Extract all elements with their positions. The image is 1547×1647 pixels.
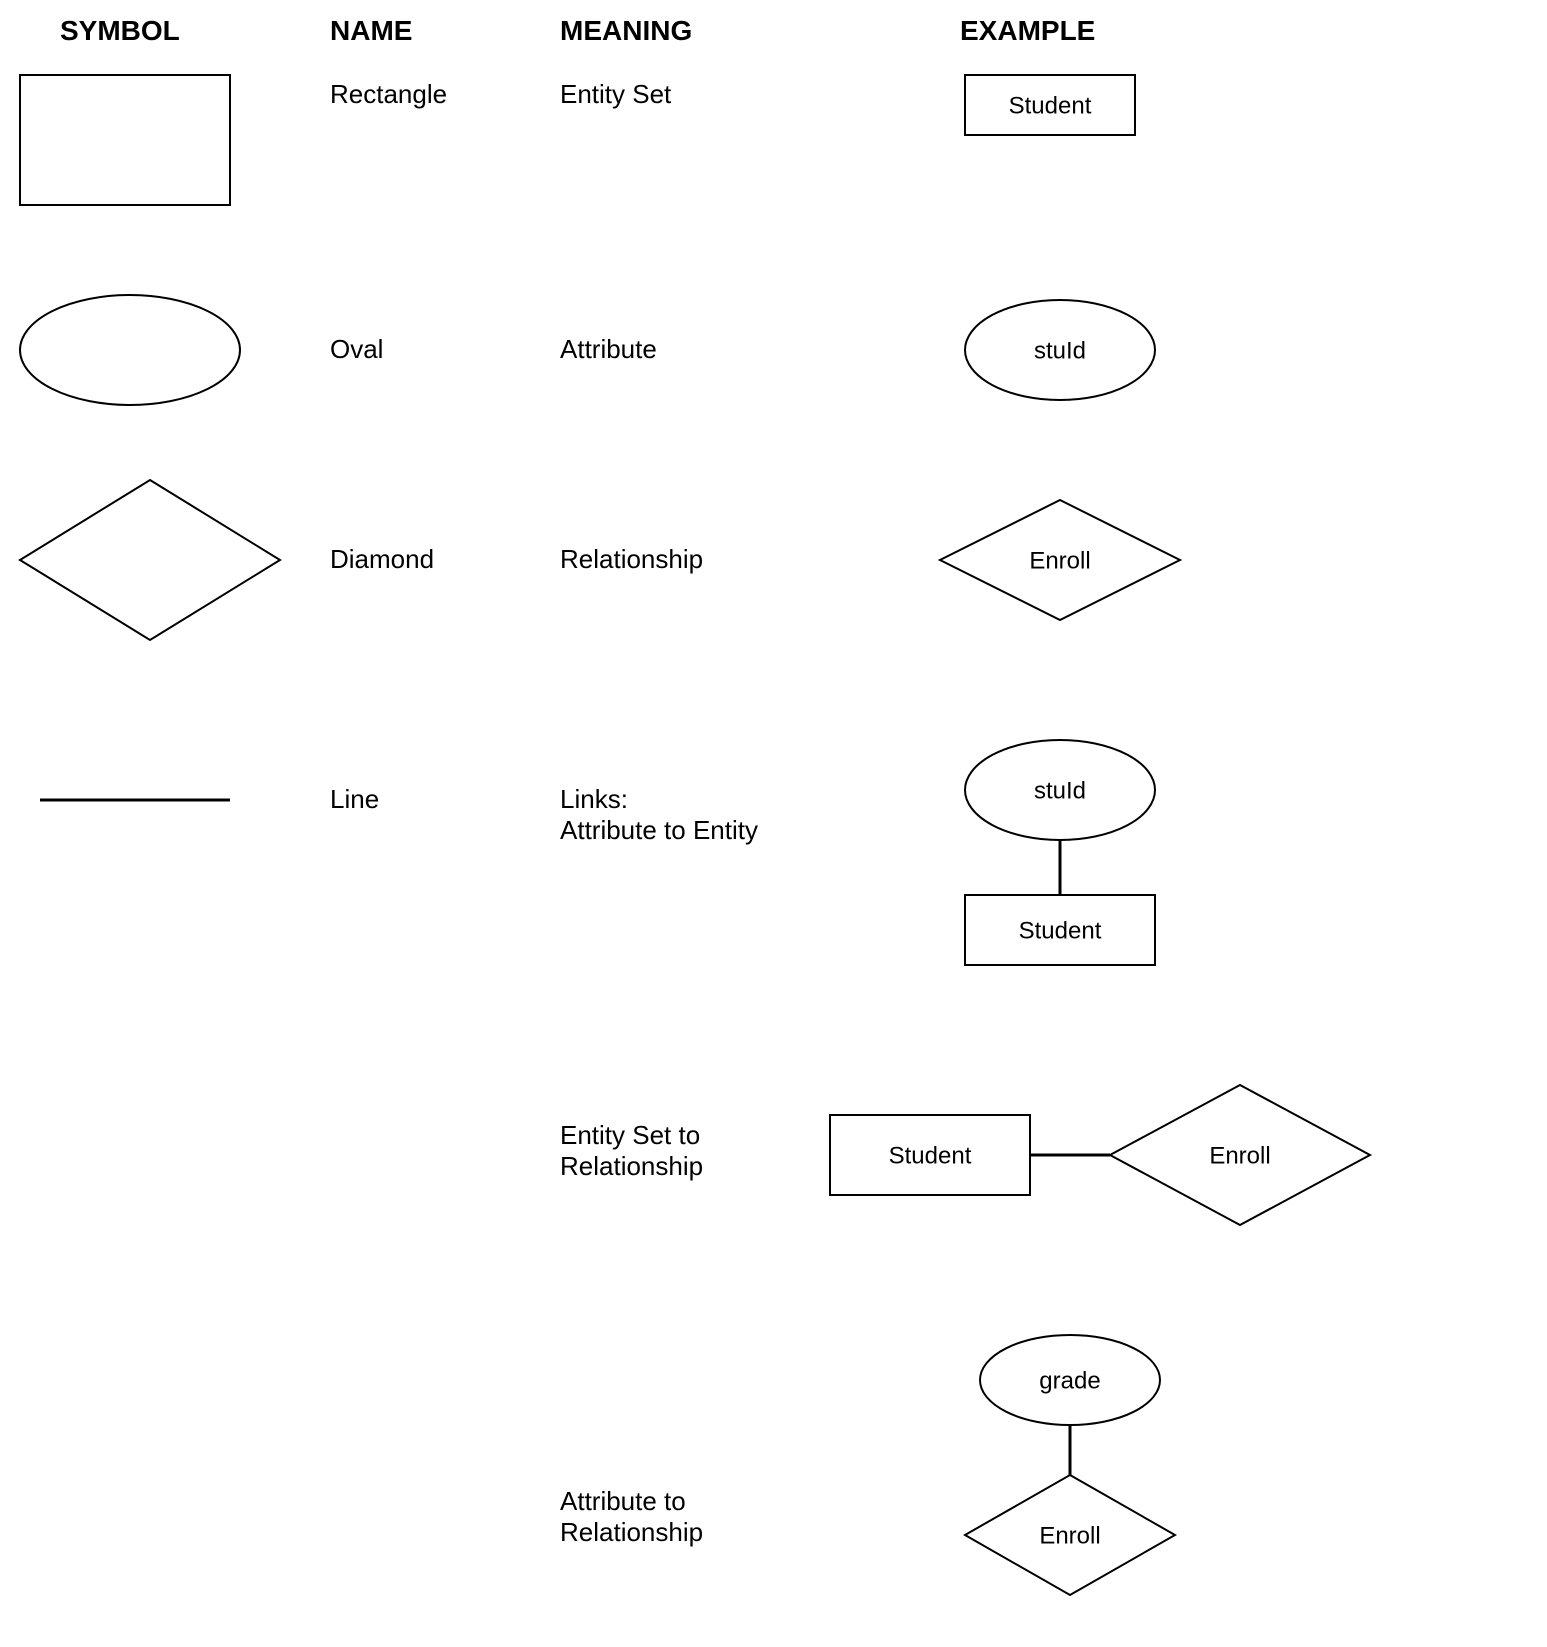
symbol-diamond [20, 480, 280, 640]
example-entity-label: Student [1019, 917, 1102, 944]
meaning-attr-to-rel: Attribute toRelationship [560, 1486, 703, 1547]
example-entity-label-2: Student [889, 1142, 972, 1169]
row-line: Line Links:Attribute to Entity stuId Studen… [40, 740, 1155, 965]
example-diamond-label: Enroll [1029, 547, 1090, 574]
symbol-rectangle [20, 75, 230, 205]
meaning-line: Links:Attribute to Entity [560, 784, 758, 845]
meaning-entity-to-rel: Entity Set toRelationship [560, 1120, 703, 1181]
example-rel-label: Enroll [1209, 1142, 1270, 1169]
header-meaning: MEANING [560, 15, 692, 46]
header-example: EXAMPLE [960, 15, 1095, 46]
name-line: Line [330, 784, 379, 814]
header-name: NAME [330, 15, 412, 46]
row-entity-to-rel: Entity Set toRelationship Student Enroll [560, 1085, 1370, 1225]
example-rectangle-label: Student [1009, 92, 1092, 119]
example-rel-label-2: Enroll [1039, 1522, 1100, 1549]
header-symbol: SYMBOL [60, 15, 180, 46]
name-diamond: Diamond [330, 544, 434, 574]
row-rectangle: Rectangle Entity Set Student [20, 75, 1135, 205]
er-symbol-table: SYMBOL NAME MEANING EXAMPLE Rectangle Entity … [0, 0, 1547, 1647]
name-oval: Oval [330, 334, 383, 364]
meaning-rectangle: Entity Set [560, 79, 672, 109]
meaning-diamond: Relationship [560, 544, 703, 574]
symbol-oval [20, 295, 240, 405]
example-attr-label: stuId [1034, 777, 1086, 804]
meaning-oval: Attribute [560, 334, 657, 364]
row-diamond: Diamond Relationship Enroll [20, 480, 1180, 640]
example-attr-label-2: grade [1039, 1367, 1100, 1394]
example-oval-label: stuId [1034, 337, 1086, 364]
name-rectangle: Rectangle [330, 79, 447, 109]
row-oval: Oval Attribute stuId [20, 295, 1155, 405]
row-attr-to-rel: Attribute toRelationship grade Enroll [560, 1335, 1175, 1595]
